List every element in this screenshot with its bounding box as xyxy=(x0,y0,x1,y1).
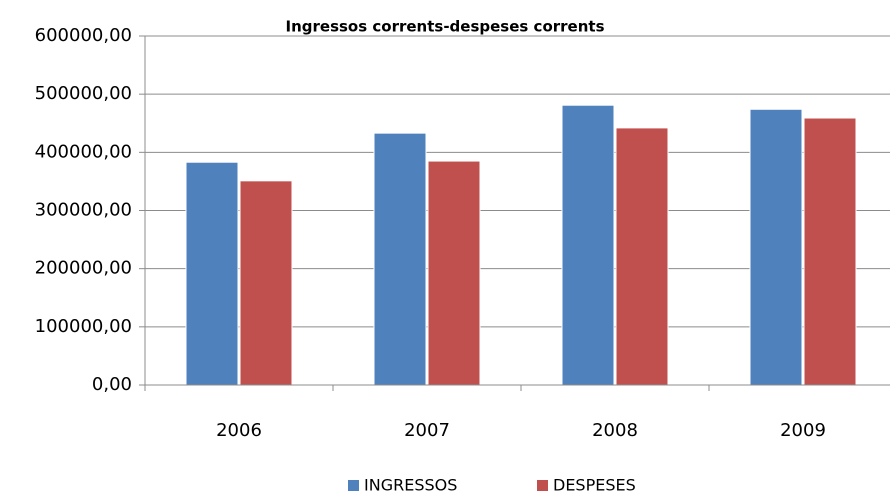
y-tick-label: 600000,00 xyxy=(35,25,132,46)
bar xyxy=(373,132,427,386)
x-tick-label: 2007 xyxy=(404,420,450,441)
legend-label: INGRESSOS xyxy=(364,476,457,494)
y-tick-label: 100000,00 xyxy=(35,316,132,337)
bar xyxy=(239,180,293,386)
y-tick-label: 200000,00 xyxy=(35,258,132,279)
y-tick-label: 400000,00 xyxy=(35,141,132,162)
y-tick-label: 300000,00 xyxy=(35,200,132,221)
x-tick-label: 2009 xyxy=(780,420,826,441)
legend-label: DESPESES xyxy=(553,476,636,494)
x-tick-label: 2008 xyxy=(592,420,638,441)
bar xyxy=(803,117,857,386)
chart-title: Ingressos corrents-despeses corrents xyxy=(286,18,605,36)
legend-swatch xyxy=(348,480,359,491)
legend-swatch xyxy=(537,480,548,491)
bar xyxy=(749,108,803,386)
x-tick-label: 2006 xyxy=(216,420,262,441)
bar xyxy=(615,127,669,386)
bar xyxy=(185,161,239,386)
y-tick-label: 500000,00 xyxy=(35,83,132,104)
y-tick-label: 0,00 xyxy=(92,374,132,395)
bar xyxy=(427,160,481,386)
bar xyxy=(561,104,615,386)
